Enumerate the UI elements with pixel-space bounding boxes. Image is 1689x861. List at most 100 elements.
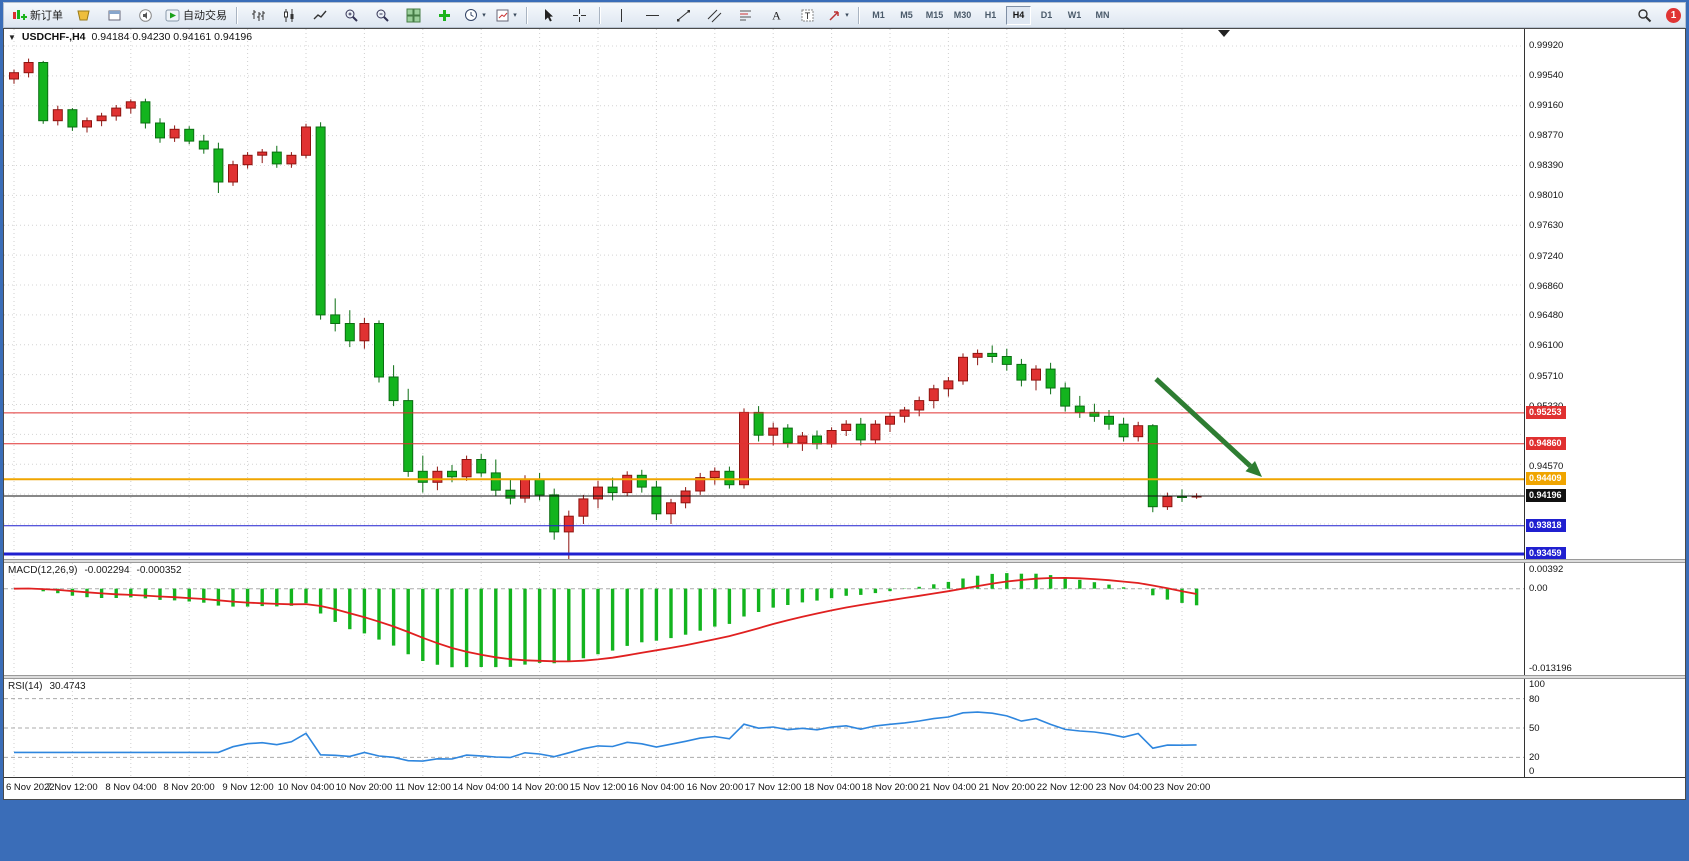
price-axis-label: 0.99160 <box>1529 100 1564 111</box>
candlestick-plot[interactable] <box>4 29 1524 559</box>
time-axis-label: 10 Nov 20:00 <box>335 782 393 793</box>
tile-windows-button[interactable] <box>398 4 428 26</box>
equidistant-channel-button[interactable] <box>699 4 729 26</box>
crosshair-button[interactable] <box>564 4 594 26</box>
autotrading-button[interactable]: 自动交易 <box>161 4 231 26</box>
macd-axis[interactable]: 0.00392 0.00 -0.013196 <box>1524 563 1685 675</box>
chart-ohlc-header: ▼ USDCHF-,H4 0.94184 0.94230 0.94161 0.9… <box>8 31 252 43</box>
timeframe-d1-button[interactable]: D1 <box>1040 10 1053 20</box>
timeframe-m30-button[interactable]: M30 <box>953 10 972 20</box>
chevron-down-icon: ▾ <box>513 11 517 19</box>
toolbar-separator <box>599 6 601 24</box>
notification-badge[interactable]: 1 <box>1666 7 1681 23</box>
text-label-button[interactable]: T <box>792 4 822 26</box>
rsi-panel: RSI(14) 30.4743 100 80 50 20 0 <box>4 679 1685 777</box>
zoom-out-icon <box>376 9 389 22</box>
main-toolbar: 新订单 自动交易 <box>3 2 1686 28</box>
horizontal-line-icon <box>645 14 659 16</box>
price-axis-label: 0.98390 <box>1529 160 1564 171</box>
chart-window: ▼ USDCHF-,H4 0.94184 0.94230 0.94161 0.9… <box>3 28 1686 800</box>
search-button[interactable] <box>1629 4 1659 26</box>
price-axis[interactable]: 0.99920 0.99540 0.99160 0.98770 0.98390 0.980… <box>1524 29 1685 560</box>
periods-button[interactable]: ▾ <box>460 4 490 26</box>
time-axis-label: 14 Nov 04:00 <box>452 782 510 793</box>
time-axis-label: 9 Nov 12:00 <box>222 782 274 793</box>
timeframe-m15-button[interactable]: M15 <box>925 10 944 20</box>
new-order-label: 新订单 <box>30 10 63 22</box>
time-axis-label: 18 Nov 20:00 <box>861 782 919 793</box>
time-axis-label: 23 Nov 04:00 <box>1095 782 1153 793</box>
text-icon: A <box>772 8 781 22</box>
price-tag: 0.94860 <box>1526 437 1566 450</box>
zoom-in-button[interactable] <box>336 4 366 26</box>
templates-button[interactable]: ▾ <box>491 4 521 26</box>
toolbar-separator <box>858 6 860 24</box>
price-tag: 0.94409 <box>1526 472 1566 485</box>
zoom-in-icon <box>345 9 358 22</box>
text-button[interactable]: A <box>761 4 791 26</box>
chevron-down-icon: ▾ <box>482 11 486 19</box>
panel-separator[interactable] <box>4 675 1685 679</box>
price-axis-label: 0.97240 <box>1529 251 1564 262</box>
macd-plot[interactable] <box>4 563 1524 675</box>
rsi-axis[interactable]: 100 80 50 20 0 <box>1524 679 1685 777</box>
autotrading-label: 自动交易 <box>183 10 227 22</box>
autotrading-play-icon <box>165 9 180 21</box>
text-label-icon: T <box>801 9 813 21</box>
sound-icon <box>138 8 152 22</box>
time-axis-label: 21 Nov 20:00 <box>978 782 1036 793</box>
bar-chart-button[interactable] <box>243 4 273 26</box>
cursor-arrow-icon <box>544 8 553 21</box>
alerts-sound-button[interactable] <box>130 4 160 26</box>
time-axis-label: 17 Nov 12:00 <box>744 782 802 793</box>
new-order-icon <box>13 9 27 20</box>
price-axis-label: 0.96860 <box>1529 281 1564 292</box>
timeframe-h1-button[interactable]: H1 <box>984 10 997 20</box>
timeframe-mn-button[interactable]: MN <box>1095 10 1110 20</box>
macd-name: MACD(12,26,9) <box>8 565 78 576</box>
clock-icon <box>465 8 478 21</box>
candlestick-icon <box>283 8 293 22</box>
charts-profile-button[interactable] <box>68 4 98 26</box>
ohlc-values: 0.94184 0.94230 0.94161 0.94196 <box>91 31 253 43</box>
chevron-down-icon[interactable]: ▼ <box>8 32 16 42</box>
rsi-plot[interactable] <box>4 679 1524 777</box>
arrows-button[interactable]: ▾ <box>823 4 853 26</box>
horizontal-line-button[interactable] <box>637 4 667 26</box>
timeframe-m5-button[interactable]: M5 <box>900 10 913 20</box>
symbol-period-label: USDCHF-,H4 <box>21 31 86 43</box>
candlestick-chart-button[interactable] <box>274 4 304 26</box>
price-axis-label: 0.99920 <box>1529 40 1564 51</box>
timeframe-w1-button[interactable]: W1 <box>1067 10 1082 20</box>
vertical-line-button[interactable] <box>606 4 636 26</box>
price-tag: 0.93459 <box>1526 547 1566 560</box>
window-icon <box>108 10 120 20</box>
new-order-button[interactable]: 新订单 <box>8 4 67 26</box>
panel-separator[interactable] <box>4 559 1685 563</box>
rsi-axis-label: 100 <box>1529 679 1545 690</box>
terminal-window-button[interactable] <box>99 4 129 26</box>
time-axis-label: 18 Nov 04:00 <box>803 782 861 793</box>
rsi-axis-label: 20 <box>1529 752 1540 763</box>
macd-main-value: -0.002294 <box>84 565 130 576</box>
price-axis-label: 0.98010 <box>1529 190 1564 201</box>
price-axis-label: 0.97630 <box>1529 220 1564 231</box>
window-frame-bottom <box>3 800 1686 861</box>
zoom-out-button[interactable] <box>367 4 397 26</box>
time-axis[interactable]: 6 Nov 2022 7 Nov 12:00 8 Nov 04:00 8 Nov 20… <box>4 777 1685 799</box>
fibonacci-icon <box>739 10 751 20</box>
rsi-axis-label: 50 <box>1529 723 1540 734</box>
trendline-button[interactable] <box>668 4 698 26</box>
line-chart-button[interactable] <box>305 4 335 26</box>
timeframe-m1-button[interactable]: M1 <box>872 10 885 20</box>
fibonacci-button[interactable] <box>730 4 760 26</box>
cursor-button[interactable] <box>533 4 563 26</box>
macd-axis-label: 0.00 <box>1529 583 1548 594</box>
timeframe-h4-button[interactable]: H4 <box>1006 5 1031 25</box>
vertical-line-icon <box>620 8 622 22</box>
time-axis-label: 10 Nov 04:00 <box>277 782 335 793</box>
profile-icon <box>76 10 90 20</box>
price-tag: 0.93818 <box>1526 519 1566 532</box>
indicators-button[interactable] <box>429 4 459 26</box>
